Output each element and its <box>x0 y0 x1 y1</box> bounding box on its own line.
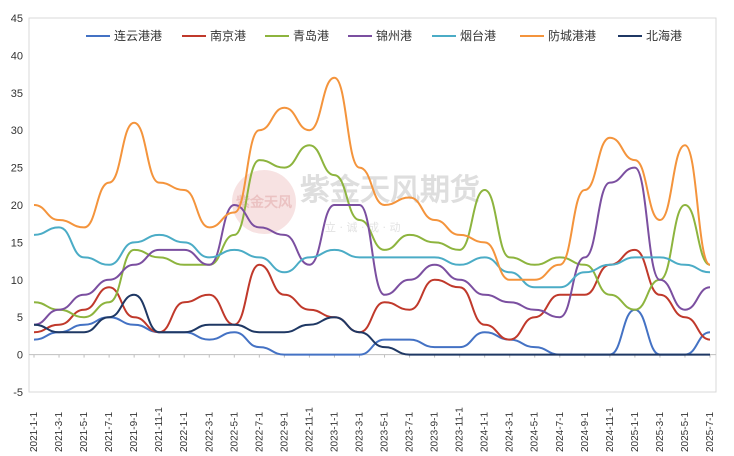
y-tick-label: 10 <box>11 275 23 287</box>
x-tick-label: 2024-1-1 <box>480 412 491 452</box>
x-tick-label: 2023-7-1 <box>405 412 416 452</box>
series-line-4 <box>33 226 711 289</box>
x-tick-label: 2025-3-1 <box>655 412 666 452</box>
series-layer <box>33 76 711 356</box>
x-tick-label: 2021-11-1 <box>154 407 165 452</box>
x-tick-label: 2025-7-1 <box>705 412 716 452</box>
watermark-seal-text: 紫金天风 <box>236 194 292 211</box>
x-tick-label: 2024-7-1 <box>555 412 566 452</box>
y-tick-label: 15 <box>11 237 23 249</box>
x-tick-label: 2022-3-1 <box>204 412 215 452</box>
y-tick-label: 30 <box>11 125 23 137</box>
y-tick-label: 0 <box>17 350 23 362</box>
x-tick-label: 2023-3-1 <box>354 412 365 452</box>
series-line-3 <box>33 166 711 326</box>
x-tick-label: 2022-9-1 <box>279 412 290 452</box>
x-tick-label: 2022-5-1 <box>229 412 240 452</box>
legend: 连云港港 南京港 青岛港 锦州港 烟台港 防城港港 北海港 <box>86 28 682 43</box>
x-tick-label: 2022-7-1 <box>254 412 265 452</box>
axes: -5 0 5 10 15 20 25 30 35 40 45 2021-1-1 2021-3-1 2021… <box>11 13 717 452</box>
x-tick-label: 2022-1-1 <box>179 412 190 452</box>
y-tick-label: 40 <box>11 50 23 62</box>
y-tick-label: 45 <box>11 13 23 25</box>
legend-label: 南京港 <box>210 28 246 43</box>
y-tick-label: -5 <box>13 387 23 399</box>
watermark-text: 紫金天风期货 <box>300 173 480 208</box>
y-tick-label: 35 <box>11 88 23 100</box>
x-tick-label: 2023-11-1 <box>455 407 466 452</box>
x-tick-label: 2021-1-1 <box>29 412 40 452</box>
plot-frame <box>28 17 717 393</box>
x-tick-label: 2023-5-1 <box>380 412 391 452</box>
x-tick-label: 2024-5-1 <box>530 412 541 452</box>
x-tick-label: 2021-5-1 <box>79 412 90 452</box>
x-tick-label: 2024-3-1 <box>505 412 516 452</box>
legend-label: 北海港 <box>646 28 682 43</box>
x-tick-label: 2025-5-1 <box>680 412 691 452</box>
legend-label: 锦州港 <box>376 29 412 43</box>
legend-label: 防城港港 <box>548 28 596 43</box>
legend-label: 烟台港 <box>460 28 496 43</box>
x-tick-label: 2025-1-1 <box>630 412 641 452</box>
x-tick-label: 2023-9-1 <box>430 412 441 452</box>
legend-label: 青岛港 <box>293 28 329 43</box>
series-line-1 <box>33 248 711 341</box>
x-tick-label: 2021-7-1 <box>104 412 115 452</box>
x-tick-label: 2021-9-1 <box>129 412 140 452</box>
x-tick-label: 2023-1-1 <box>329 412 340 452</box>
x-tick-label: 2021-3-1 <box>54 412 65 452</box>
legend-label: 连云港港 <box>114 28 162 43</box>
x-tick-label: 2024-11-1 <box>605 407 616 452</box>
x-tick-label: 2024-9-1 <box>580 412 591 452</box>
series-line-6 <box>33 293 710 356</box>
watermark-subtext: 立 · 诚 · 成 · 动 <box>325 220 400 234</box>
x-tick-label: 2022-11-1 <box>304 407 315 452</box>
y-tick-label: 25 <box>11 163 23 175</box>
y-tick-label: 5 <box>17 312 23 324</box>
y-tick-label: 20 <box>11 200 23 212</box>
